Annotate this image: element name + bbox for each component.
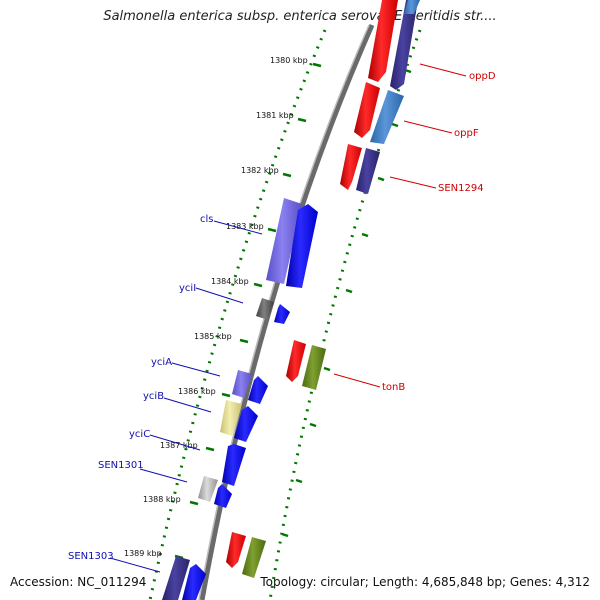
scale-track-dotted <box>148 29 327 600</box>
tick-label-1388: 1388 kbp <box>143 495 181 504</box>
gene-SEN1303-bar[interactable] <box>162 556 206 600</box>
gene-yciA-bar[interactable] <box>232 370 268 404</box>
tick-label-1389: 1389 kbp <box>124 549 162 558</box>
gene-label-yciI[interactable]: yciI <box>179 283 196 294</box>
gene-SEN1294-bar[interactable] <box>340 144 380 194</box>
right-leader-lines <box>333 63 467 388</box>
gene-label-tonB[interactable]: tonB <box>382 382 405 393</box>
gene-yciI-bar[interactable] <box>256 298 290 324</box>
gene-SEN1301-bar[interactable] <box>198 476 232 508</box>
gene-oppD-bar[interactable] <box>368 0 420 90</box>
gene-tonB-bar[interactable] <box>286 340 326 390</box>
gene-oppF-bar[interactable] <box>354 82 404 144</box>
gene-label-oppF[interactable]: oppF <box>454 128 479 139</box>
gene-pair-lower-right <box>226 532 266 578</box>
left-leader-lines <box>109 220 263 573</box>
gene-label-cls[interactable]: cls <box>200 214 214 225</box>
genome-backbone <box>199 23 375 600</box>
accession-text: Accession: NC_011294 <box>10 575 147 589</box>
tick-label-1387: 1387 kbp <box>160 441 198 450</box>
gene-label-yciB[interactable]: yciB <box>143 391 164 402</box>
gene-label-SEN1301[interactable]: SEN1301 <box>98 460 144 471</box>
genome-backbone-highlight <box>198 24 370 600</box>
gene-label-SEN1303[interactable]: SEN1303 <box>68 551 114 562</box>
gene-cls-bar[interactable] <box>266 198 318 288</box>
gene-label-yciA[interactable]: yciA <box>151 357 172 368</box>
right-track-dotted <box>268 29 422 600</box>
gene-yciC-bar[interactable] <box>222 444 246 486</box>
genome-summary-text: Topology: circular; Length: 4,685,848 bp… <box>260 575 590 589</box>
map-title: Salmonella enterica subsp. enterica sero… <box>103 9 497 24</box>
gene-label-yciC[interactable]: yciC <box>129 429 150 440</box>
tick-label-1384: 1384 kbp <box>211 277 249 286</box>
right-track-ticks <box>281 68 412 538</box>
tick-label-1382: 1382 kbp <box>241 166 279 175</box>
gene-label-oppD[interactable]: oppD <box>469 71 496 82</box>
tick-label-1385: 1385 kbp <box>194 332 232 341</box>
scale-ticks <box>174 62 322 560</box>
gene-label-SEN1294[interactable]: SEN1294 <box>438 183 484 194</box>
tick-label-1380: 1380 kbp <box>270 56 308 65</box>
tick-label-1386: 1386 kbp <box>178 387 216 396</box>
tick-label-1381: 1381 kbp <box>256 111 294 120</box>
gene-yciB-bar[interactable] <box>220 400 258 442</box>
tick-label-1383: 1383 kbp <box>226 222 264 231</box>
